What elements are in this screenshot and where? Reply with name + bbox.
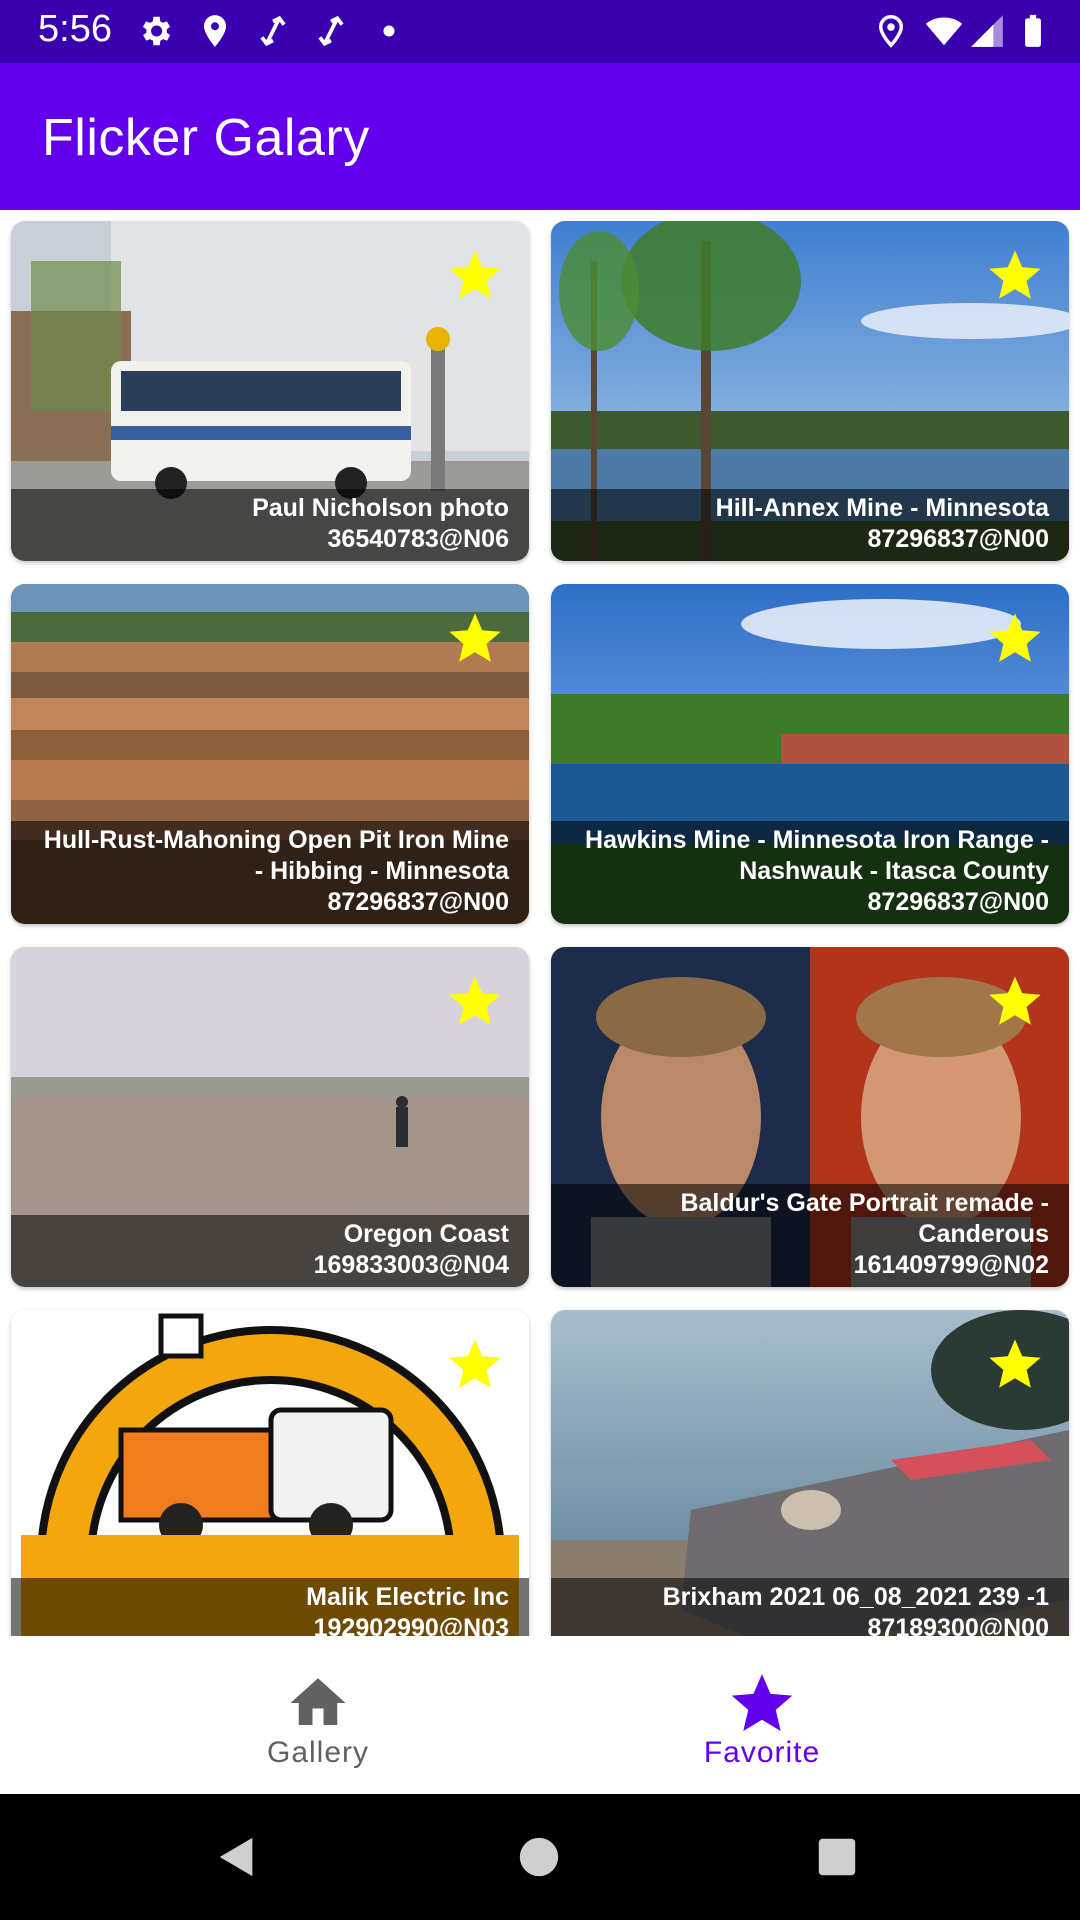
favorite-star-icon[interactable] <box>447 247 503 303</box>
favorite-star-icon[interactable] <box>987 973 1043 1029</box>
photo-title: Malik Electric Inc <box>306 1583 509 1611</box>
photo-caption: Paul Nicholson photo 36540783@N06 <box>11 489 529 561</box>
home-icon <box>290 1678 346 1725</box>
nav-item-favorite[interactable]: Favorite <box>492 1636 1032 1794</box>
signal-icon <box>971 15 1003 47</box>
photo-owner: 87296837@N00 <box>867 888 1049 916</box>
photo-caption: Brixham 2021 06_08_2021 239 -1 87189300@… <box>551 1578 1069 1636</box>
location-icon <box>878 15 904 48</box>
photo-grid[interactable]: Paul Nicholson photo 36540783@N06 Hill-A… <box>0 210 1080 1636</box>
photo-caption: Hawkins Mine - Minnesota Iron Range - Na… <box>551 821 1069 924</box>
photo-title: Hill-Annex Mine - Minnesota <box>715 494 1049 522</box>
photo-card[interactable]: Oregon Coast 169833003@N04 <box>11 947 529 1287</box>
favorite-star-icon[interactable] <box>447 1336 503 1392</box>
nav-label-favorite: Favorite <box>703 1736 821 1769</box>
photo-caption: Baldur's Gate Portrait remade - Canderou… <box>551 1184 1069 1287</box>
photo-card[interactable]: Hull-Rust-Mahoning Open Pit Iron Mine - … <box>11 584 529 924</box>
nav-label-gallery: Gallery <box>266 1736 370 1769</box>
photo-owner: 192902990@N03 <box>313 1614 509 1636</box>
photo-caption: Hull-Rust-Mahoning Open Pit Iron Mine - … <box>11 821 529 924</box>
photo-title: Brixham 2021 06_08_2021 239 -1 <box>662 1583 1049 1611</box>
photo-owner: 169833003@N04 <box>313 1251 509 1279</box>
dot-icon <box>383 25 395 37</box>
photo-title: Baldur's Gate Portrait remade - Canderou… <box>680 1189 1049 1248</box>
battery-icon <box>1025 14 1041 47</box>
star-icon <box>731 1674 793 1732</box>
favorite-star-icon[interactable] <box>447 610 503 666</box>
photo-owner: 161409799@N02 <box>853 1251 1049 1279</box>
location-icon <box>203 15 227 47</box>
status-bar: 5:56 <box>0 0 1080 63</box>
app-title: Flicker Galary <box>42 109 370 167</box>
wifi-icon <box>925 17 963 46</box>
favorite-star-icon[interactable] <box>987 247 1043 303</box>
favorite-star-icon[interactable] <box>447 973 503 1029</box>
photo-card[interactable]: Paul Nicholson photo 36540783@N06 <box>11 221 529 561</box>
nav-item-gallery[interactable]: Gallery <box>48 1636 588 1794</box>
photo-card[interactable]: Brixham 2021 06_08_2021 239 -1 87189300@… <box>551 1310 1069 1636</box>
recents-icon[interactable] <box>814 1834 860 1880</box>
photo-title: Oregon Coast <box>343 1220 509 1248</box>
photo-title: Hull-Rust-Mahoning Open Pit Iron Mine - … <box>43 826 509 885</box>
photo-card[interactable]: Hawkins Mine - Minnesota Iron Range - Na… <box>551 584 1069 924</box>
photo-owner: 36540783@N06 <box>327 525 509 553</box>
photo-caption: Hill-Annex Mine - Minnesota 87296837@N00 <box>551 489 1069 561</box>
photo-card[interactable]: Malik Electric Inc 192902990@N03 <box>11 1310 529 1636</box>
app-bar: Flicker Galary <box>0 63 1080 210</box>
photo-owner: 87296837@N00 <box>327 888 509 916</box>
photo-card[interactable]: Baldur's Gate Portrait remade - Canderou… <box>551 947 1069 1287</box>
settings-icon <box>142 16 171 46</box>
home-circle-icon[interactable] <box>516 1834 562 1880</box>
back-icon[interactable] <box>214 1834 260 1880</box>
favorite-star-icon[interactable] <box>987 610 1043 666</box>
status-time: 5:56 <box>38 8 112 50</box>
photo-owner: 87189300@N00 <box>867 1614 1049 1636</box>
photo-caption: Malik Electric Inc 192902990@N03 <box>11 1578 529 1636</box>
sync-icon <box>260 15 286 47</box>
photo-title: Paul Nicholson photo <box>252 494 509 522</box>
photo-owner: 87296837@N00 <box>867 525 1049 553</box>
photo-card[interactable]: Hill-Annex Mine - Minnesota 87296837@N00 <box>551 221 1069 561</box>
bottom-navigation: Gallery Favorite <box>0 1636 1080 1794</box>
favorite-star-icon[interactable] <box>987 1336 1043 1392</box>
photo-caption: Oregon Coast 169833003@N04 <box>11 1215 529 1287</box>
sync-icon <box>318 15 344 47</box>
photo-title: Hawkins Mine - Minnesota Iron Range - Na… <box>585 826 1049 885</box>
system-navigation-bar <box>0 1794 1080 1920</box>
